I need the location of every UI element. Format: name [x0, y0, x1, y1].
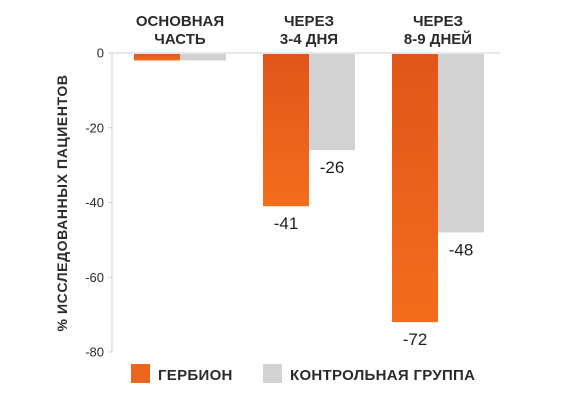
- legend-label-gerbion: ГЕРБИОН: [158, 367, 233, 384]
- y-tick-label: -20: [85, 120, 104, 135]
- category-label: ОСНОВНАЯ: [136, 13, 224, 30]
- category-label: 8-9 ДНЕЙ: [404, 30, 472, 48]
- y-tick-label: -40: [85, 195, 104, 210]
- category-label: 3-4 ДНЯ: [280, 31, 338, 48]
- legend-label-control: КОНТРОЛЬНАЯ ГРУППА: [290, 367, 475, 384]
- bar-control: [438, 54, 484, 233]
- y-axis-label: % ИССЛЕДОВАННЫХ ПАЦИЕНТОВ: [54, 74, 70, 331]
- legend: ГЕРБИОН КОНТРОЛЬНАЯ ГРУППА: [131, 364, 475, 384]
- data-label: -41: [274, 214, 299, 233]
- data-label: -26: [320, 158, 345, 177]
- category-label: ЧЕРЕЗ: [413, 13, 463, 30]
- bar-control: [309, 54, 355, 151]
- y-tick-label: 0: [97, 46, 104, 61]
- y-tick-label: -80: [85, 345, 104, 360]
- bar-control: [180, 54, 226, 61]
- bar-gerbion: [263, 54, 309, 207]
- category-label: ЧАСТЬ: [154, 31, 206, 48]
- category-label: ЧЕРЕЗ: [284, 13, 334, 30]
- legend-swatch-control: [263, 364, 282, 383]
- bar-gerbion: [392, 54, 438, 323]
- data-label: -72: [403, 330, 428, 349]
- legend-swatch-gerbion: [131, 364, 150, 383]
- bar-gerbion: [134, 54, 180, 61]
- y-tick-label: -60: [85, 270, 104, 285]
- data-label: -48: [449, 240, 474, 259]
